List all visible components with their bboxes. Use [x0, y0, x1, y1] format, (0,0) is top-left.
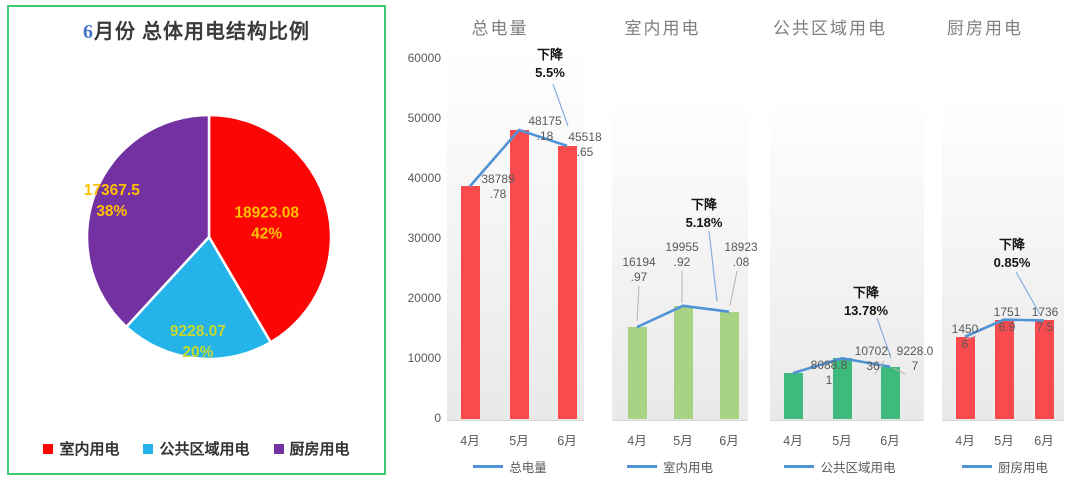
y-tick-label: 0	[434, 411, 441, 425]
chart-legend-public-area-power: 公共区域用电	[750, 457, 930, 476]
chart-legend-total-power: 总电量	[420, 457, 600, 476]
annotation: 下降 5.18%	[685, 197, 723, 230]
bar	[510, 129, 529, 419]
bar-value-label: 18923.08	[724, 240, 758, 269]
bar	[881, 366, 900, 419]
y-tick-label: 60000	[407, 51, 441, 65]
legend-line-icon	[626, 465, 657, 468]
bar-value-label: 19955.92	[665, 240, 699, 269]
pie-panel: 6月份 总体用电结构比例 18923.08 42% 9228.07 20% 17367.…	[7, 5, 386, 475]
pie-slice-label: 9228.07 20%	[170, 323, 226, 361]
annotation: 下降 13.78%	[843, 285, 889, 318]
pie-legend-item-2: 厨房用电	[273, 438, 350, 459]
legend-line-icon	[473, 465, 504, 468]
month-label: 5月	[994, 434, 1014, 448]
month-label: 6月	[557, 434, 577, 448]
bar-value-label: 16194.97	[622, 255, 656, 284]
legend-label: 厨房用电	[289, 441, 350, 458]
legend-swatch-icon	[143, 443, 154, 454]
bar-value-label: 45518.65	[568, 130, 602, 159]
y-tick-label: 20000	[407, 291, 441, 305]
x-axis-line	[942, 420, 1064, 421]
month-label: 6月	[1034, 434, 1054, 448]
month-label: 4月	[460, 434, 480, 448]
legend-label: 总电量	[509, 461, 547, 475]
legend-label: 室内用电	[662, 461, 713, 475]
bar	[1035, 320, 1054, 419]
chart-title-indoor-power: 室内用电	[624, 19, 701, 38]
legend-swatch-icon	[43, 443, 54, 454]
legend-label: 公共区域用电	[159, 441, 250, 458]
y-tick-label: 50000	[407, 111, 441, 125]
bar	[674, 305, 693, 419]
chart-legend-kitchen-power: 厨房用电	[920, 457, 1080, 476]
pie-slice-0	[207, 113, 333, 344]
legend-label: 厨房用电	[997, 461, 1048, 475]
legend-line-icon	[961, 465, 992, 468]
pie-slice-label: 17367.5 38%	[84, 182, 140, 220]
annotation: 下降 0.85%	[993, 237, 1031, 270]
pie-slice-2	[85, 113, 211, 328]
bar-value-label: 38789.78	[481, 172, 515, 201]
x-axis-line	[770, 420, 924, 421]
y-tick-label: 10000	[407, 351, 441, 365]
legend-line-icon	[784, 465, 815, 468]
x-axis-line	[612, 420, 748, 421]
legend-label: 室内用电	[59, 441, 120, 458]
month-label: 5月	[832, 434, 852, 448]
bar	[995, 319, 1014, 419]
pie-slice-label: 18923.08 42%	[234, 204, 299, 242]
pie-slice-1	[125, 235, 272, 361]
bar-value-label: 9228.0 7	[896, 344, 934, 373]
pie-legend-item-1: 公共区域用电	[143, 438, 250, 459]
bar	[956, 336, 975, 419]
pie-title: 6月份 总体用电结构比例	[9, 15, 384, 44]
bar	[461, 186, 480, 419]
annotation: 下降 5.5%	[535, 47, 565, 80]
chart-title-public-area-power: 公共区域用电	[773, 19, 887, 38]
month-label: 6月	[880, 434, 900, 448]
month-label: 5月	[509, 434, 529, 448]
month-label: 5月	[673, 434, 693, 448]
month-label: 4月	[627, 434, 647, 448]
pie-legend: 室内用电 公共区域用电 厨房用电	[9, 438, 384, 459]
pie-legend-item-0: 室内用电	[43, 438, 119, 459]
month-label: 4月	[783, 434, 803, 448]
legend-swatch-icon	[273, 443, 284, 454]
chart-title-total-power: 总电量	[471, 19, 529, 38]
pie-title-month: 6	[83, 21, 94, 43]
chart-title-kitchen-power: 厨房用电	[947, 19, 1023, 38]
y-tick-label: 40000	[407, 171, 441, 185]
bar	[628, 327, 647, 419]
pie-title-text: 月份 总体用电结构比例	[94, 21, 310, 43]
month-label: 4月	[955, 434, 975, 448]
bar	[784, 373, 803, 419]
bar	[720, 311, 739, 419]
pie-chart: 18923.08 42% 9228.07 20% 17367.5 38%	[84, 113, 333, 361]
bar	[558, 145, 577, 419]
legend-label: 公共区域用电	[820, 461, 896, 475]
month-label: 6月	[719, 434, 739, 448]
x-axis-line	[447, 420, 584, 421]
bar-value-label: 1736 7.5	[1031, 305, 1059, 334]
chart-legend-indoor-power: 室内用电	[585, 457, 755, 476]
y-tick-label: 30000	[407, 231, 441, 245]
